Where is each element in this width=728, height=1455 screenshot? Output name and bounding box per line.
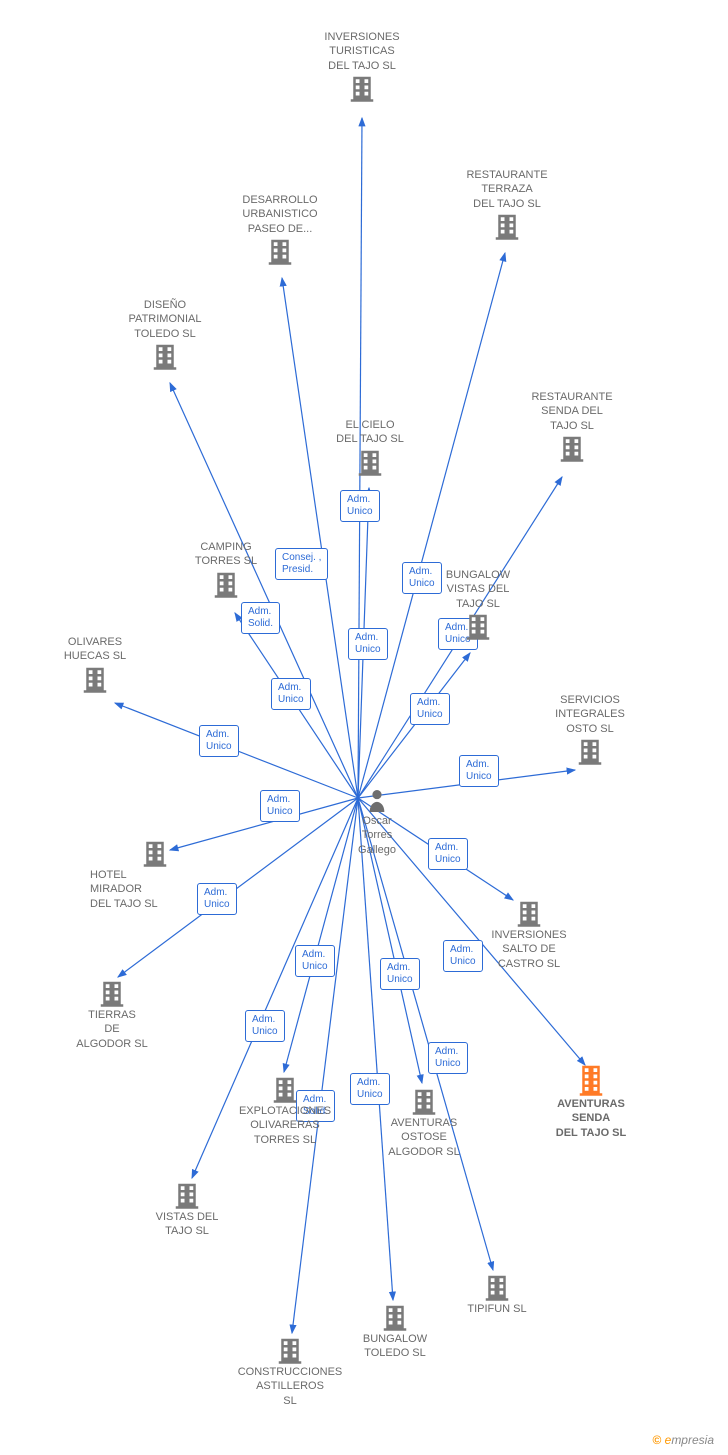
building-icon [80, 664, 110, 694]
company-label: OLIVARES HUECAS SL [50, 635, 140, 664]
center-label: Oscar Torres Gallego [347, 814, 407, 857]
edge-label: Adm. Unico [428, 838, 468, 870]
company-node[interactable]: TIPIFUN SL [452, 1272, 542, 1316]
edge-label: Adm. Unico [443, 940, 483, 972]
company-label: RESTAURANTE SENDA DEL TAJO SL [522, 390, 622, 433]
copyright-symbol: © [652, 1433, 661, 1447]
building-icon [409, 1086, 439, 1116]
building-icon [211, 569, 241, 599]
building-icon [482, 1272, 512, 1302]
company-label: CONSTRUCCIONES ASTILLEROS SL [225, 1365, 355, 1408]
company-label: BUNGALOW TOLEDO SL [345, 1332, 445, 1361]
edge-label: Adm. Solid. [241, 602, 280, 634]
edge-label: Adm. Unico [380, 958, 420, 990]
company-node[interactable]: DESARROLLO URBANISTICO PASEO DE... [230, 193, 330, 266]
company-label: SERVICIOS INTEGRALES OSTO SL [545, 693, 635, 736]
company-label: TIERRAS DE ALGODOR SL [62, 1008, 162, 1051]
center-person-node[interactable]: Oscar Torres Gallego [347, 788, 407, 857]
building-icon [557, 433, 587, 463]
building-icon [355, 447, 385, 477]
company-label: TIPIFUN SL [452, 1302, 542, 1316]
company-node[interactable]: RESTAURANTE SENDA DEL TAJO SL [522, 390, 622, 463]
building-icon [97, 978, 127, 1008]
company-label: INVERSIONES SALTO DE CASTRO SL [479, 928, 579, 971]
company-label: AVENTURAS SENDA DEL TAJO SL [541, 1097, 641, 1140]
company-node[interactable]: EXPLOTACIONES OLIVARERAS TORRES SL [225, 1074, 345, 1147]
building-icon [270, 1074, 300, 1104]
building-icon [265, 236, 295, 266]
company-node[interactable]: TIERRAS DE ALGODOR SL [62, 978, 162, 1051]
building-icon [463, 611, 493, 641]
company-node[interactable]: INVERSIONES SALTO DE CASTRO SL [479, 898, 579, 971]
company-node[interactable]: VISTAS DEL TAJO SL [142, 1180, 232, 1239]
company-node-highlighted[interactable]: AVENTURAS SENDA DEL TAJO SL [541, 1062, 641, 1140]
company-label: VISTAS DEL TAJO SL [142, 1210, 232, 1239]
company-node[interactable]: DISEÑO PATRIMONIAL TOLEDO SL [115, 298, 215, 371]
building-icon [150, 341, 180, 371]
edge-label: Adm. Unico [428, 1042, 468, 1074]
edge-label: Consej. , Presid. [275, 548, 328, 580]
company-node[interactable]: AVENTURAS OSTOSE ALGODOR SL [374, 1086, 474, 1159]
brand-rest: mpresia [671, 1433, 714, 1447]
company-node[interactable]: INVERSIONES TURISTICAS DEL TAJO SL [312, 30, 412, 103]
building-icon-highlight [576, 1062, 606, 1097]
company-node[interactable]: CONSTRUCCIONES ASTILLEROS SL [225, 1335, 355, 1408]
building-icon [514, 898, 544, 928]
edge-label: Adm. Unico [260, 790, 300, 822]
company-node[interactable]: EL CIELO DEL TAJO SL [320, 418, 420, 477]
edge-label: Adm. Unico [348, 628, 388, 660]
building-icon [140, 838, 170, 868]
company-label: AVENTURAS OSTOSE ALGODOR SL [374, 1116, 474, 1159]
edge-label: Adm. Unico [197, 883, 237, 915]
company-node[interactable]: HOTEL MIRADOR DEL TAJO SL [90, 838, 190, 911]
edge-label: Adm. Unico [410, 693, 450, 725]
building-icon [575, 736, 605, 766]
company-label: HOTEL MIRADOR DEL TAJO SL [90, 868, 190, 911]
footer-brand: © empresia [652, 1433, 714, 1447]
building-icon [275, 1335, 305, 1365]
company-label: BUNGALOW VISTAS DEL TAJO SL [433, 568, 523, 611]
building-icon [380, 1302, 410, 1332]
company-node[interactable]: BUNGALOW VISTAS DEL TAJO SL [433, 568, 523, 641]
building-icon [172, 1180, 202, 1210]
building-icon [347, 73, 377, 103]
company-label: DISEÑO PATRIMONIAL TOLEDO SL [115, 298, 215, 341]
company-node[interactable]: SERVICIOS INTEGRALES OSTO SL [545, 693, 635, 766]
company-node[interactable]: RESTAURANTE TERRAZA DEL TAJO SL [457, 168, 557, 241]
company-label: INVERSIONES TURISTICAS DEL TAJO SL [312, 30, 412, 73]
company-node[interactable]: CAMPING TORRES SL [181, 540, 271, 599]
edge-label: Adm. Unico [271, 678, 311, 710]
company-label: CAMPING TORRES SL [181, 540, 271, 569]
network-diagram: Adm. Unico Consej. , Presid. Adm. Unico … [0, 0, 728, 1455]
edge-label: Adm. Unico [459, 755, 499, 787]
company-label: EL CIELO DEL TAJO SL [320, 418, 420, 447]
edge-label: Adm. Unico [295, 945, 335, 977]
company-node[interactable]: BUNGALOW TOLEDO SL [345, 1302, 445, 1361]
company-label: EXPLOTACIONES OLIVARERAS TORRES SL [225, 1104, 345, 1147]
person-icon [366, 788, 388, 814]
company-label: DESARROLLO URBANISTICO PASEO DE... [230, 193, 330, 236]
edge-label: Adm. Unico [245, 1010, 285, 1042]
edge-label: Adm. Unico [199, 725, 239, 757]
building-icon [492, 211, 522, 241]
edge-label: Adm. Unico [340, 490, 380, 522]
company-node[interactable]: OLIVARES HUECAS SL [50, 635, 140, 694]
company-label: RESTAURANTE TERRAZA DEL TAJO SL [457, 168, 557, 211]
